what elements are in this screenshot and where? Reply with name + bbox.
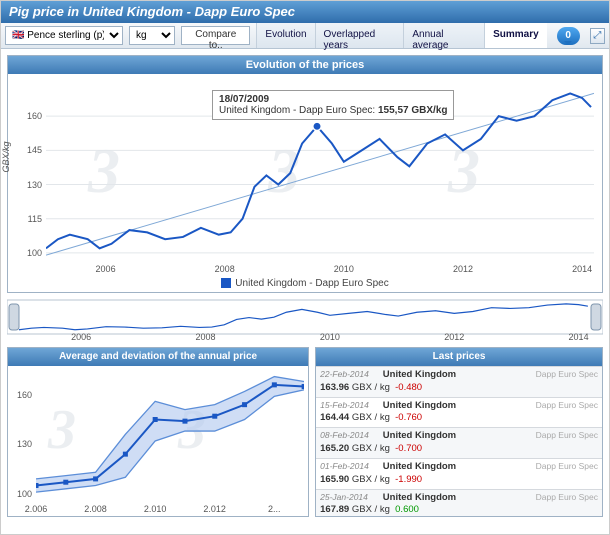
comment-bubble[interactable]: 0 [557, 27, 580, 45]
last-prices-panel: Last prices 22-Feb-2014 United Kingdom D… [315, 347, 603, 517]
last-prices-list[interactable]: 22-Feb-2014 United Kingdom Dapp Euro Spe… [316, 366, 602, 516]
avg-deviation-panel: Average and deviation of the annual pric… [7, 347, 309, 517]
page-title: Pig price in United Kingdom - Dapp Euro … [1, 1, 609, 23]
fullscreen-icon[interactable]: ⤢ [590, 28, 605, 44]
range-brush[interactable]: 20062008201020122014 [7, 299, 603, 343]
tab-evolution[interactable]: Evolution [256, 23, 314, 48]
price-row[interactable]: 08-Feb-2014 United Kingdom Dapp Euro Spe… [316, 427, 602, 458]
compare-button[interactable]: Compare to.. [181, 26, 250, 45]
last-prices-title: Last prices [316, 348, 602, 366]
price-row[interactable]: 01-Feb-2014 United Kingdom Dapp Euro Spe… [316, 458, 602, 489]
avg-deviation-title: Average and deviation of the annual pric… [8, 348, 308, 366]
chart-legend: United Kingdom - Dapp Euro Spec [8, 278, 602, 292]
price-row[interactable]: 22-Feb-2014 United Kingdom Dapp Euro Spe… [316, 366, 602, 397]
view-tabs: Evolution Overlapped years Annual averag… [256, 23, 546, 48]
price-row[interactable]: 15-Feb-2014 United Kingdom Dapp Euro Spe… [316, 397, 602, 428]
evolution-panel-title: Evolution of the prices [8, 56, 602, 74]
chart-tooltip: 18/07/2009 United Kingdom - Dapp Euro Sp… [212, 90, 454, 120]
currency-select[interactable]: 🇬🇧 Pence sterling (p) [5, 26, 123, 45]
tab-annual-average[interactable]: Annual average [403, 23, 484, 48]
unit-select[interactable]: kg [129, 26, 175, 45]
evolution-panel: Evolution of the prices 3 3 3 GBX/kg 100… [7, 55, 603, 293]
tab-summary[interactable]: Summary [484, 23, 547, 48]
tab-overlapped-years[interactable]: Overlapped years [315, 23, 404, 48]
toolbar: 🇬🇧 Pence sterling (p) kg Compare to.. Ev… [1, 23, 609, 49]
price-row[interactable]: 25-Jan-2014 United Kingdom Dapp Euro Spe… [316, 489, 602, 517]
evolution-chart[interactable]: 3 3 3 GBX/kg 100115130145160 20062008201… [8, 74, 602, 292]
